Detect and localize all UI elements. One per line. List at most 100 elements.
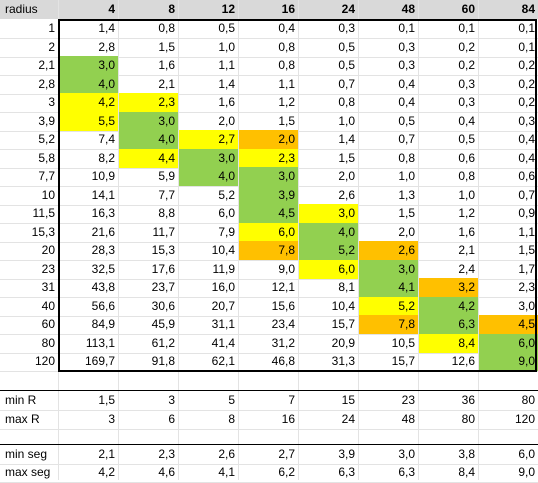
value-cell[interactable]: 12,1: [271, 280, 295, 294]
value-cell[interactable]: 3,0: [398, 447, 415, 461]
value-cell[interactable]: 0,2: [518, 58, 535, 72]
value-cell[interactable]: 2,0: [218, 113, 235, 128]
value-cell[interactable]: 1,1: [278, 76, 295, 91]
value-cell[interactable]: 0,4: [398, 95, 415, 109]
value-cell[interactable]: 2,3: [118, 93, 178, 112]
value-cell[interactable]: 3,8: [458, 447, 475, 461]
value-cell[interactable]: 0,8: [458, 169, 475, 183]
value-cell[interactable]: 0,7: [398, 132, 415, 146]
column-header-cell[interactable]: 4: [58, 0, 118, 19]
row-label-cell[interactable]: 11,5: [32, 206, 55, 220]
value-cell[interactable]: 43,8: [91, 280, 115, 294]
value-cell[interactable]: 3,0: [118, 111, 178, 131]
value-cell[interactable]: 21,6: [91, 224, 115, 239]
value-cell[interactable]: 113,1: [85, 335, 115, 350]
value-cell[interactable]: 0,5: [218, 21, 235, 35]
value-cell[interactable]: 0,3: [398, 39, 415, 54]
value-cell[interactable]: 1,6: [458, 224, 475, 239]
value-cell[interactable]: 5: [228, 393, 235, 407]
value-cell[interactable]: 62,1: [211, 354, 235, 368]
value-cell[interactable]: 2,8: [98, 39, 115, 54]
value-cell[interactable]: 0,5: [398, 113, 415, 128]
column-header-cell[interactable]: 16: [238, 0, 298, 19]
value-cell[interactable]: 15,7: [391, 354, 415, 368]
value-cell[interactable]: 1,6: [218, 95, 235, 109]
value-cell[interactable]: 0,2: [518, 95, 535, 109]
value-cell[interactable]: 7: [288, 393, 295, 407]
value-cell[interactable]: 1,3: [398, 187, 415, 202]
value-cell[interactable]: 7,9: [218, 224, 235, 239]
value-cell[interactable]: 5,2: [298, 241, 358, 260]
row-label-cell[interactable]: 2,8: [38, 76, 55, 91]
row-label-cell[interactable]: 3,9: [38, 113, 55, 128]
value-cell[interactable]: 4,2: [98, 465, 115, 479]
value-cell[interactable]: 1,0: [218, 39, 235, 54]
value-cell[interactable]: 8,2: [98, 150, 115, 165]
value-cell[interactable]: 3,0: [58, 56, 118, 75]
value-cell[interactable]: 2,3: [518, 280, 535, 294]
row-label-cell[interactable]: 1: [48, 21, 55, 35]
value-cell[interactable]: 46,8: [271, 354, 295, 368]
value-cell[interactable]: 11,7: [152, 224, 175, 239]
value-cell[interactable]: 0,3: [338, 21, 355, 35]
value-cell[interactable]: 12,6: [451, 354, 475, 368]
value-cell[interactable]: 2,7: [178, 130, 238, 149]
value-cell[interactable]: 2,3: [158, 447, 175, 461]
value-cell[interactable]: 8,4: [418, 333, 478, 353]
value-cell[interactable]: 3,2: [418, 278, 478, 297]
row-label-cell[interactable]: min seg: [5, 447, 48, 461]
value-cell[interactable]: 0,8: [398, 150, 415, 165]
value-cell[interactable]: 4,1: [358, 278, 418, 297]
value-cell[interactable]: 1,2: [278, 95, 295, 109]
value-cell[interactable]: 0,3: [458, 95, 475, 109]
value-cell[interactable]: 8,8: [158, 206, 175, 220]
value-cell[interactable]: 3,0: [358, 259, 418, 279]
value-cell[interactable]: 9,0: [518, 465, 535, 479]
value-cell[interactable]: 0,4: [278, 21, 295, 35]
value-cell[interactable]: 84,9: [91, 317, 115, 331]
value-cell[interactable]: 10,4: [331, 298, 355, 313]
value-cell[interactable]: 0,4: [458, 113, 475, 128]
value-cell[interactable]: 3,0: [518, 298, 535, 313]
value-cell[interactable]: 4,0: [298, 222, 358, 242]
value-cell[interactable]: 3,9: [238, 185, 298, 205]
value-cell[interactable]: 3: [168, 393, 175, 407]
value-cell[interactable]: 6: [168, 412, 175, 426]
value-cell[interactable]: 41,4: [211, 335, 235, 350]
value-cell[interactable]: 3,0: [238, 167, 298, 186]
value-cell[interactable]: 6,0: [218, 206, 235, 220]
value-cell[interactable]: 0,4: [518, 150, 535, 165]
value-cell[interactable]: 2,1: [98, 447, 115, 461]
value-cell[interactable]: 36: [461, 393, 475, 407]
value-cell[interactable]: 7,8: [238, 241, 298, 260]
value-cell[interactable]: 0,1: [458, 21, 475, 35]
value-cell[interactable]: 16: [281, 412, 295, 426]
value-cell[interactable]: 6,3: [398, 465, 415, 479]
column-header-cell[interactable]: 12: [178, 0, 238, 19]
row-label-cell[interactable]: 2,1: [38, 58, 55, 72]
value-cell[interactable]: 0,5: [338, 39, 355, 54]
value-cell[interactable]: 120: [514, 412, 535, 426]
value-cell[interactable]: 9,0: [278, 261, 295, 276]
value-cell[interactable]: 2,1: [158, 76, 175, 91]
row-label-cell[interactable]: 80: [41, 335, 55, 350]
value-cell[interactable]: 0,5: [338, 58, 355, 72]
row-label-cell[interactable]: max seg: [5, 465, 51, 479]
value-cell[interactable]: 2,4: [458, 261, 475, 276]
value-cell[interactable]: 1,0: [458, 187, 475, 202]
value-cell[interactable]: 23: [401, 393, 415, 407]
value-cell[interactable]: 1,5: [518, 243, 535, 257]
value-cell[interactable]: 31,1: [211, 317, 235, 331]
value-cell[interactable]: 10,4: [211, 243, 235, 257]
value-cell[interactable]: 4,5: [478, 315, 538, 334]
value-cell[interactable]: 2,0: [398, 224, 415, 239]
value-cell[interactable]: 4,2: [58, 93, 118, 112]
value-cell[interactable]: 45,9: [151, 317, 175, 331]
value-cell[interactable]: 0,9: [518, 206, 535, 220]
row-label-cell[interactable]: 5,8: [38, 150, 55, 165]
value-cell[interactable]: 2,1: [458, 243, 475, 257]
value-cell[interactable]: 31,2: [271, 335, 295, 350]
value-cell[interactable]: 16,0: [211, 280, 235, 294]
value-cell[interactable]: 0,5: [458, 132, 475, 146]
row-label-cell[interactable]: max R: [5, 412, 40, 426]
